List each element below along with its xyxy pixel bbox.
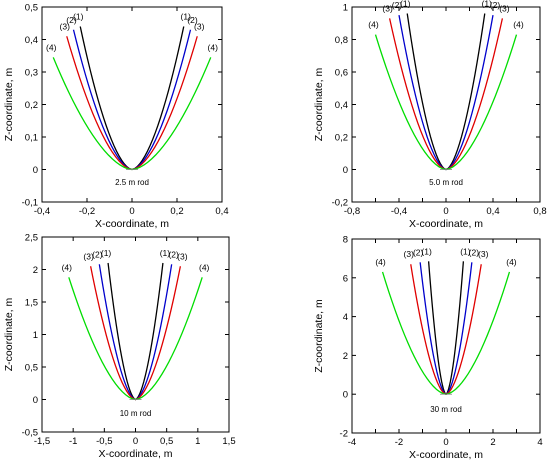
- series-label-1-left: (1): [101, 248, 112, 258]
- rod-length-annotation: 5.0 m rod: [429, 178, 463, 187]
- x-axis-label: X-coordinate, m: [409, 449, 483, 461]
- y-tick-label: 0: [33, 395, 38, 406]
- y-axis-label: Z-coordinate, m: [313, 299, 325, 373]
- x-tick-label: 0,4: [215, 206, 228, 217]
- series-label-4-right: (4): [506, 257, 517, 267]
- x-tick-label: 1,5: [222, 436, 235, 447]
- x-tick-label: -0,2: [79, 206, 95, 217]
- series-label-3-left: (3): [60, 21, 71, 31]
- y-tick-label: 0,4: [335, 100, 348, 111]
- series-label-2-left: (2): [92, 249, 103, 259]
- series-label-1-right: (1): [181, 12, 192, 22]
- chart-panel-1: -0,4 -0,2 0 0,2 0,4 -0,1 0 0,1 0,2 0,3 0,4 0,5 X-coo…: [3, 3, 229, 231]
- y-tick-label: -2: [340, 429, 348, 440]
- series-label-3-right: (3): [499, 3, 510, 13]
- rod-length-annotation: 2.5 m rod: [115, 178, 149, 187]
- x-tick-label: 4: [537, 437, 542, 448]
- x-tick-label: 2: [490, 437, 495, 448]
- y-tick-label: 0,4: [25, 35, 38, 46]
- y-tick-label: -0,2: [332, 198, 348, 209]
- rod-length-annotation: 10 m rod: [120, 409, 152, 418]
- y-tick-label: 0,3: [25, 68, 38, 79]
- series-label-3-left: (3): [83, 251, 94, 261]
- x-tick-label: -0,4: [34, 206, 50, 217]
- series-label-1-right: (1): [460, 246, 471, 256]
- series-label-4-left: (4): [368, 20, 379, 30]
- y-tick-label: 0,2: [25, 100, 38, 111]
- series-label-3-right: (3): [478, 249, 489, 259]
- x-axis-label: X-coordinate, m: [95, 218, 169, 230]
- y-axis-label: Z-coordinate, m: [3, 67, 15, 141]
- y-tick-label: 0,5: [25, 3, 38, 14]
- y-tick-label: 0,6: [335, 68, 348, 79]
- series-label-4-left: (4): [62, 262, 73, 272]
- series-label-3-left: (3): [382, 3, 393, 13]
- series-label-4-right: (4): [513, 20, 524, 30]
- series-label-3-right: (3): [194, 21, 205, 31]
- y-tick-label: 1: [33, 330, 38, 341]
- y-tick-label: 0,2: [335, 133, 348, 144]
- y-tick-label: 1,5: [25, 298, 38, 309]
- x-tick-label: -0,5: [96, 436, 112, 447]
- x-tick-label: 1: [195, 436, 200, 447]
- series-label-2-left: (2): [392, 0, 403, 10]
- y-tick-label: 6: [343, 273, 348, 284]
- rod-length-annotation: 30 m rod: [430, 405, 462, 414]
- series-label-1-right: (1): [482, 0, 493, 9]
- y-tick-label: 2: [343, 351, 348, 362]
- series-label-2-left: (2): [413, 247, 424, 257]
- y-tick-label: 0: [343, 165, 348, 176]
- x-tick-label: 0: [133, 436, 138, 447]
- y-tick-label: 8: [343, 235, 348, 246]
- series-label-1-left: (1): [421, 246, 432, 256]
- y-tick-label: 0,1: [25, 133, 38, 144]
- x-tick-label: -4: [348, 437, 356, 448]
- x-axis-label: X-coordinate, m: [98, 448, 172, 460]
- x-tick-label: -1,5: [34, 436, 50, 447]
- y-tick-label: -0,5: [22, 428, 38, 439]
- series-label-4-right: (4): [199, 262, 210, 272]
- chart-panel-3: -1,5 -1 -0,5 0 0,5 1 1,5 -0,5 0 0,5 1 1,5 2 2,5 X-coor…: [3, 233, 236, 461]
- series-label-3-right: (3): [177, 251, 188, 261]
- series-label-2-right: (2): [187, 15, 198, 25]
- y-tick-label: -0,1: [22, 198, 38, 209]
- series-label-1-left: (1): [73, 12, 84, 22]
- y-axis-label: Z-coordinate, m: [313, 67, 325, 141]
- x-tick-label: 0: [443, 437, 448, 448]
- series-label-2-left: (2): [66, 15, 77, 25]
- series-label-1-left: (1): [400, 0, 411, 9]
- y-axis-label: Z-coordinate, m: [3, 297, 15, 371]
- y-tick-label: 0,8: [335, 35, 348, 46]
- y-tick-label: 2: [33, 265, 38, 276]
- y-tick-label: 4: [343, 312, 348, 323]
- x-tick-label: 0: [443, 206, 448, 217]
- series-label-2-right: (2): [490, 0, 501, 10]
- x-tick-label: 0,8: [533, 206, 546, 217]
- series-label-4-left: (4): [46, 42, 57, 52]
- x-axis-label: X-coordinate, m: [409, 218, 483, 230]
- series-label-1-right: (1): [160, 248, 171, 258]
- x-tick-label: 0: [129, 206, 134, 217]
- series-label-2-right: (2): [469, 247, 480, 257]
- series-label-3-left: (3): [404, 249, 415, 259]
- y-tick-label: 0,5: [25, 363, 38, 374]
- x-tick-label: 0,4: [486, 206, 499, 217]
- x-tick-label: 0,5: [160, 436, 173, 447]
- series-label-4-left: (4): [375, 257, 386, 267]
- x-tick-label: -0,8: [344, 206, 360, 217]
- chart-panel-2: -0,8 -0,4 0 0,4 0,8 -0,2 0 0,2 0,4 0,6 0,8 1 X-coord…: [313, 0, 547, 230]
- x-tick-label: -0,4: [391, 206, 407, 217]
- x-tick-label: -1: [69, 436, 77, 447]
- series-label-2-right: (2): [168, 249, 179, 259]
- y-tick-label: 1: [343, 3, 348, 14]
- x-tick-label: 0,2: [170, 206, 183, 217]
- y-tick-label: 0: [33, 165, 38, 176]
- x-tick-label: -2: [395, 437, 403, 448]
- y-tick-label: 0: [343, 390, 348, 401]
- series-label-4-right: (4): [208, 42, 219, 52]
- y-tick-label: 2,5: [25, 233, 38, 244]
